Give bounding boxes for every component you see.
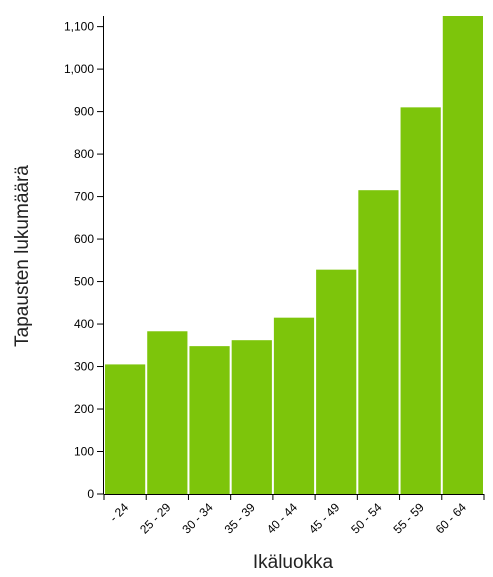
x-axis-title: Ikäluokka (253, 552, 334, 573)
y-tick-label: 900 (74, 105, 94, 119)
x-axis: - 24 25 - 29 30 - 34 35 - 39 40 - 44 45 - 49 5… (103, 494, 485, 537)
x-tick-label: 45 - 49 (306, 500, 343, 537)
bar-1 (105, 364, 146, 494)
y-tick-label: 200 (74, 402, 94, 416)
x-tick-label: 35 - 39 (222, 500, 259, 537)
y-axis: 0 100 200 300 400 500 600 700 800 900 1,000 1,100 (64, 16, 104, 501)
bar-7 (358, 190, 399, 494)
y-tick-label: 600 (74, 232, 94, 246)
y-tick-label: 400 (74, 317, 94, 331)
y-tick-label: 700 (74, 190, 94, 204)
y-tick-label: 300 (74, 360, 94, 374)
x-tick-label: 50 - 54 (348, 500, 385, 537)
y-tick-label: 100 (74, 445, 94, 459)
bar-3 (189, 346, 230, 494)
bar-6 (316, 269, 357, 494)
x-tick-label: - 24 (107, 500, 132, 525)
y-tick-label: 0 (87, 487, 94, 501)
bar-4 (231, 340, 272, 494)
bar-5 (273, 317, 315, 494)
x-tick-label: 40 - 44 (264, 500, 301, 537)
x-tick-label: 25 - 29 (137, 500, 174, 537)
bar-9 (442, 16, 483, 494)
x-tick-label: 55 - 59 (390, 500, 427, 537)
bars-group (105, 16, 483, 494)
y-tick-label: 800 (74, 147, 94, 161)
y-tick-label: 1,100 (64, 20, 94, 34)
x-tick-label: 30 - 34 (179, 500, 216, 537)
y-axis-title: Tapausten lukumäärä (12, 165, 33, 347)
x-tick-label: 60 - 64 (433, 500, 470, 537)
bar-2 (147, 331, 188, 494)
y-tick-label: 500 (74, 275, 94, 289)
y-tick-label: 1,000 (64, 62, 94, 76)
bar-8 (400, 107, 441, 494)
